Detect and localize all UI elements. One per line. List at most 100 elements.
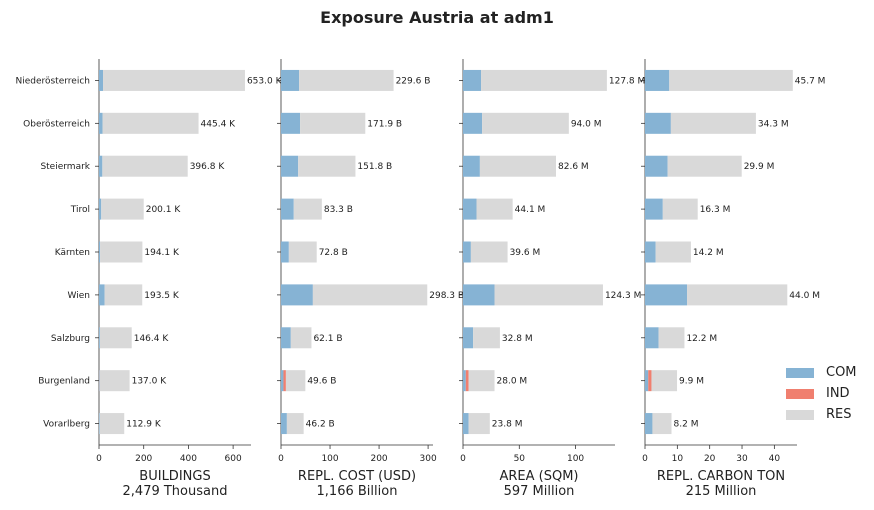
legend-label-com: COM bbox=[826, 365, 857, 380]
bar-res-ober-sterreich bbox=[482, 112, 569, 134]
bar-com-tirol bbox=[99, 198, 102, 220]
bar-ind-burgenland bbox=[648, 370, 652, 392]
chart-title: Exposure Austria at adm1 bbox=[320, 8, 554, 27]
bar-res-steiermark bbox=[298, 155, 356, 177]
bar-com-nieder-sterreich bbox=[463, 69, 482, 91]
bar-res-tirol bbox=[662, 198, 698, 220]
x-tick-label: 400 bbox=[180, 454, 197, 464]
bar-res-tirol bbox=[101, 198, 144, 220]
bar-res-steiermark bbox=[479, 155, 557, 177]
bar-res-nieder-sterreich bbox=[103, 69, 245, 91]
data-label: 49.6 B bbox=[307, 377, 336, 387]
bar-res-nieder-sterreich bbox=[669, 69, 793, 91]
category-label-vorarlberg: Vorarlberg bbox=[43, 420, 90, 430]
bar-com-steiermark bbox=[645, 155, 668, 177]
data-label: 8.2 M bbox=[674, 420, 699, 430]
bar-res-ober-sterreich bbox=[670, 112, 756, 134]
x-tick-label: 300 bbox=[420, 454, 437, 464]
bar-res-tirol bbox=[293, 198, 322, 220]
legend-item-ind: IND bbox=[786, 383, 857, 404]
bar-res-k-rnten bbox=[100, 241, 143, 263]
x-tick-label: 0 bbox=[642, 454, 648, 464]
bar-res-burgenland bbox=[99, 370, 130, 392]
bar-res-ober-sterreich bbox=[300, 112, 366, 134]
x-axis-total: 2,479 Thousand bbox=[122, 484, 228, 499]
x-axis-title-repl-cost-usd-: REPL. COST (USD) 1,166 Billion bbox=[267, 469, 447, 499]
bar-res-wien bbox=[104, 284, 143, 306]
x-tick-label: 100 bbox=[567, 454, 584, 464]
bar-com-salzburg bbox=[99, 327, 100, 349]
x-tick-label: 200 bbox=[135, 454, 152, 464]
bar-com-steiermark bbox=[281, 155, 299, 177]
legend-swatch-ind bbox=[786, 388, 814, 399]
bar-res-k-rnten bbox=[655, 241, 691, 263]
data-label: 45.7 M bbox=[795, 76, 826, 86]
data-label: 34.3 M bbox=[758, 119, 789, 129]
data-label: 171.9 B bbox=[367, 119, 402, 129]
data-label: 72.8 B bbox=[319, 248, 348, 258]
category-label-ober-sterreich: Oberösterreich bbox=[23, 119, 90, 129]
x-axis-label: AREA (SQM) bbox=[499, 469, 579, 484]
bar-com-vorarlberg bbox=[645, 413, 653, 435]
bar-com-k-rnten bbox=[99, 241, 101, 263]
x-axis-title-buildings: BUILDINGS 2,479 Thousand bbox=[85, 469, 265, 499]
bar-com-nieder-sterreich bbox=[645, 69, 670, 91]
bar-com-k-rnten bbox=[645, 241, 656, 263]
bar-com-tirol bbox=[281, 198, 294, 220]
bar-res-salzburg bbox=[658, 327, 685, 349]
data-label: 9.9 M bbox=[679, 377, 704, 387]
bar-res-burgenland bbox=[651, 370, 678, 392]
bar-com-k-rnten bbox=[463, 241, 471, 263]
data-label: 28.0 M bbox=[497, 377, 528, 387]
bar-res-vorarlberg bbox=[468, 413, 490, 435]
bar-ind-burgenland bbox=[465, 370, 469, 392]
x-tick-label: 30 bbox=[736, 454, 748, 464]
data-label: 12.2 M bbox=[686, 334, 717, 344]
bar-res-tirol bbox=[476, 198, 513, 220]
bar-res-wien bbox=[687, 284, 788, 306]
x-tick-label: 10 bbox=[672, 454, 684, 464]
bar-com-ober-sterreich bbox=[463, 112, 483, 134]
legend-label-ind: IND bbox=[826, 386, 850, 401]
bar-com-vorarlberg bbox=[99, 413, 100, 435]
data-label: 44.0 M bbox=[789, 291, 820, 301]
bar-res-ober-sterreich bbox=[102, 112, 199, 134]
bar-com-burgenland bbox=[645, 370, 649, 392]
data-label: 151.8 B bbox=[357, 162, 392, 172]
bar-com-burgenland bbox=[281, 370, 284, 392]
bar-com-vorarlberg bbox=[281, 413, 287, 435]
category-label-tirol: Tirol bbox=[70, 205, 90, 215]
data-label: 396.8 K bbox=[190, 162, 226, 172]
bar-com-burgenland bbox=[463, 370, 466, 392]
data-label: 29.9 M bbox=[744, 162, 775, 172]
x-tick-label: 0 bbox=[460, 454, 466, 464]
bar-com-wien bbox=[281, 284, 313, 306]
bar-res-steiermark bbox=[102, 155, 188, 177]
bar-com-tirol bbox=[645, 198, 663, 220]
bar-com-nieder-sterreich bbox=[99, 69, 104, 91]
data-label: 32.8 M bbox=[502, 334, 533, 344]
bar-res-burgenland bbox=[468, 370, 495, 392]
bar-res-salzburg bbox=[473, 327, 500, 349]
bar-res-nieder-sterreich bbox=[481, 69, 607, 91]
bar-res-vorarlberg bbox=[99, 413, 125, 435]
bar-com-k-rnten bbox=[281, 241, 289, 263]
data-label: 229.6 B bbox=[396, 76, 431, 86]
data-label: 82.6 M bbox=[558, 162, 589, 172]
data-label: 193.5 K bbox=[144, 291, 180, 301]
data-label: 146.4 K bbox=[134, 334, 170, 344]
bar-com-salzburg bbox=[281, 327, 291, 349]
data-label: 127.8 M bbox=[609, 76, 645, 86]
bar-com-ober-sterreich bbox=[99, 112, 103, 134]
x-tick-label: 100 bbox=[321, 454, 338, 464]
legend-label-res: RES bbox=[826, 407, 852, 422]
data-label: 16.3 M bbox=[700, 205, 731, 215]
bar-ind-burgenland bbox=[283, 370, 286, 392]
data-label: 194.1 K bbox=[144, 248, 180, 258]
legend-item-com: COM bbox=[786, 362, 857, 383]
data-label: 83.3 B bbox=[324, 205, 353, 215]
x-axis-total: 597 Million bbox=[503, 484, 575, 499]
bar-res-vorarlberg bbox=[286, 413, 304, 435]
data-label: 39.6 M bbox=[510, 248, 541, 258]
bar-res-k-rnten bbox=[288, 241, 317, 263]
